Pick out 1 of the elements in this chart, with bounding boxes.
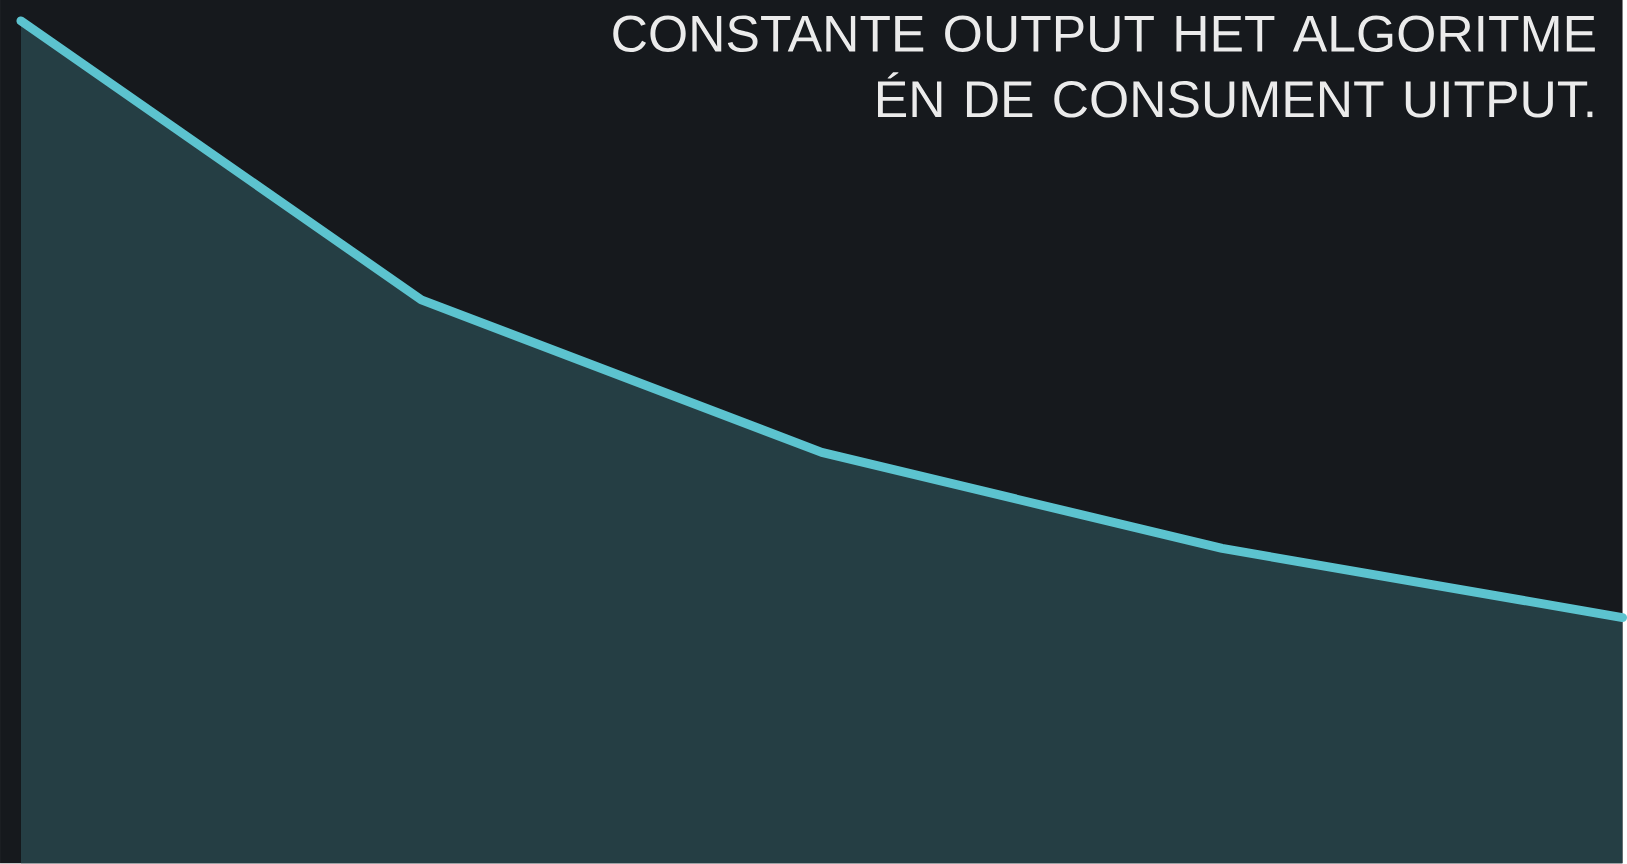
chart-title: CONSTANTE OUTPUT HET ALGORITME ÉN DE CONSUMENT UITPUT. [613,15,1595,118]
